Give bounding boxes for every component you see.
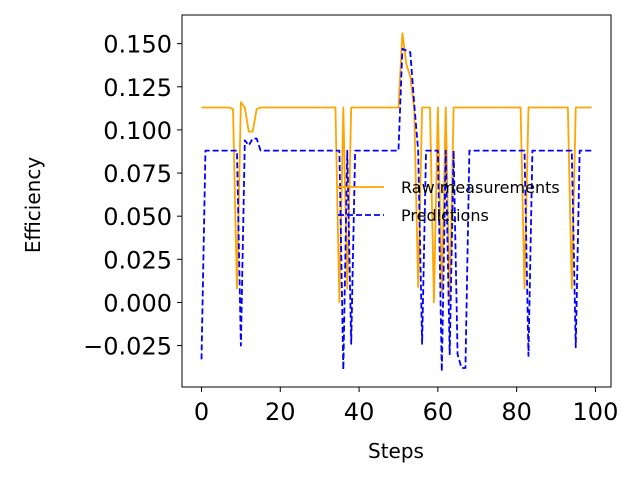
x-tick-label: 80 bbox=[501, 398, 532, 426]
x-tick-label: 0 bbox=[194, 398, 209, 426]
x-tick-label: 100 bbox=[573, 398, 619, 426]
plot-area-frame bbox=[181, 14, 612, 388]
y-tick-label: 0.000 bbox=[103, 289, 172, 317]
x-tick-label: 20 bbox=[265, 398, 296, 426]
y-tick-label: 0.150 bbox=[103, 31, 172, 59]
legend: Raw measurements Predictions bbox=[338, 178, 560, 225]
y-tick-label: 0.100 bbox=[103, 117, 172, 145]
y-tick-label: 0.075 bbox=[103, 160, 172, 188]
legend-label: Predictions bbox=[401, 206, 489, 225]
y-tick-label: 0.125 bbox=[103, 74, 172, 102]
legend-label: Raw measurements bbox=[401, 178, 560, 197]
x-axis-label: Steps bbox=[368, 439, 424, 463]
x-tick-label: 60 bbox=[423, 398, 454, 426]
y-tick-label: 0.050 bbox=[103, 203, 172, 231]
x-tick-label: 40 bbox=[344, 398, 375, 426]
y-tick-label: 0.025 bbox=[103, 246, 172, 274]
y-axis-label: Efficiency bbox=[21, 157, 45, 254]
y-tick-label: −0.025 bbox=[83, 333, 172, 361]
x-axis: 0 20 40 60 80 100 bbox=[194, 387, 618, 426]
y-axis: −0.025 0.000 0.025 0.050 0.075 0.100 0.125 0.15… bbox=[83, 31, 182, 361]
series-line-predictions bbox=[200, 47, 592, 373]
series-layer bbox=[200, 32, 592, 373]
series-line-raw-measurements bbox=[201, 32, 592, 304]
